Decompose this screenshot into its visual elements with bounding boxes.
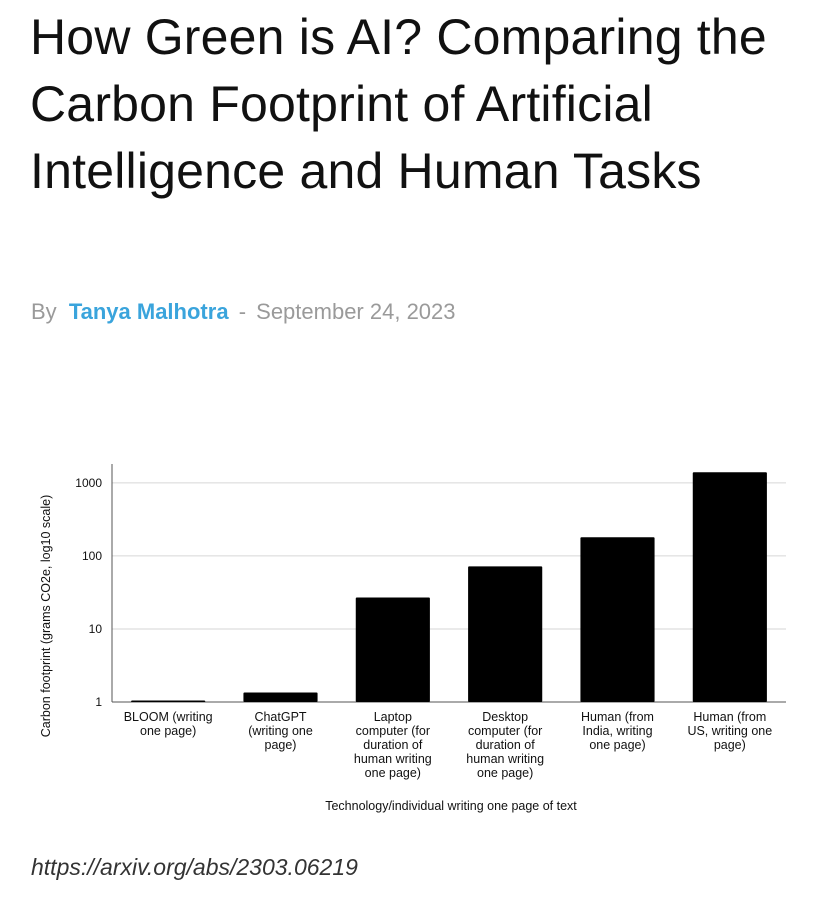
bar (692, 472, 767, 702)
source-link[interactable]: https://arxiv.org/abs/2303.06219 (31, 854, 358, 880)
x-tick-label: Human (from India, writing one page) (581, 710, 654, 752)
author-link[interactable]: Tanya Malhotra (68, 299, 229, 324)
bar (243, 692, 318, 702)
byline-separator: - (238, 299, 247, 324)
y-axis-title: Carbon footprint (grams CO2e, log10 scal… (39, 495, 53, 737)
chart-figure: 1 10 100 1000 BLOOM (writing one page) ChatGPT… (30, 440, 800, 835)
byline: By Tanya Malhotra - September 24, 2023 (31, 298, 456, 326)
bar (131, 700, 206, 702)
x-tick-label: ChatGPT (writing one page) (248, 710, 313, 752)
x-axis-title: Technology/individual writing one page o… (325, 799, 577, 813)
y-tick-label: 1000 (75, 476, 102, 490)
article-title: How Green is AI? Comparing the Carbon Fo… (30, 9, 767, 199)
x-tick-label: BLOOM (writing one page) (124, 710, 213, 738)
y-tick-label: 100 (82, 549, 102, 563)
bar (580, 537, 655, 702)
y-tick-label: 10 (89, 622, 103, 636)
byline-prefix: By (31, 299, 57, 324)
x-tick-label: Human (from US, writing one page) (687, 710, 772, 752)
y-tick-label: 1 (95, 695, 102, 709)
x-tick-label: Laptop computer (for duration of human writ… (354, 710, 432, 780)
bar (355, 597, 430, 702)
bar-chart: 1 10 100 1000 BLOOM (writing one page) ChatGPT… (39, 464, 786, 813)
bar (468, 566, 543, 702)
x-tick-label: Desktop computer (for duration of human wri… (466, 710, 544, 780)
publish-date: September 24, 2023 (256, 299, 456, 324)
